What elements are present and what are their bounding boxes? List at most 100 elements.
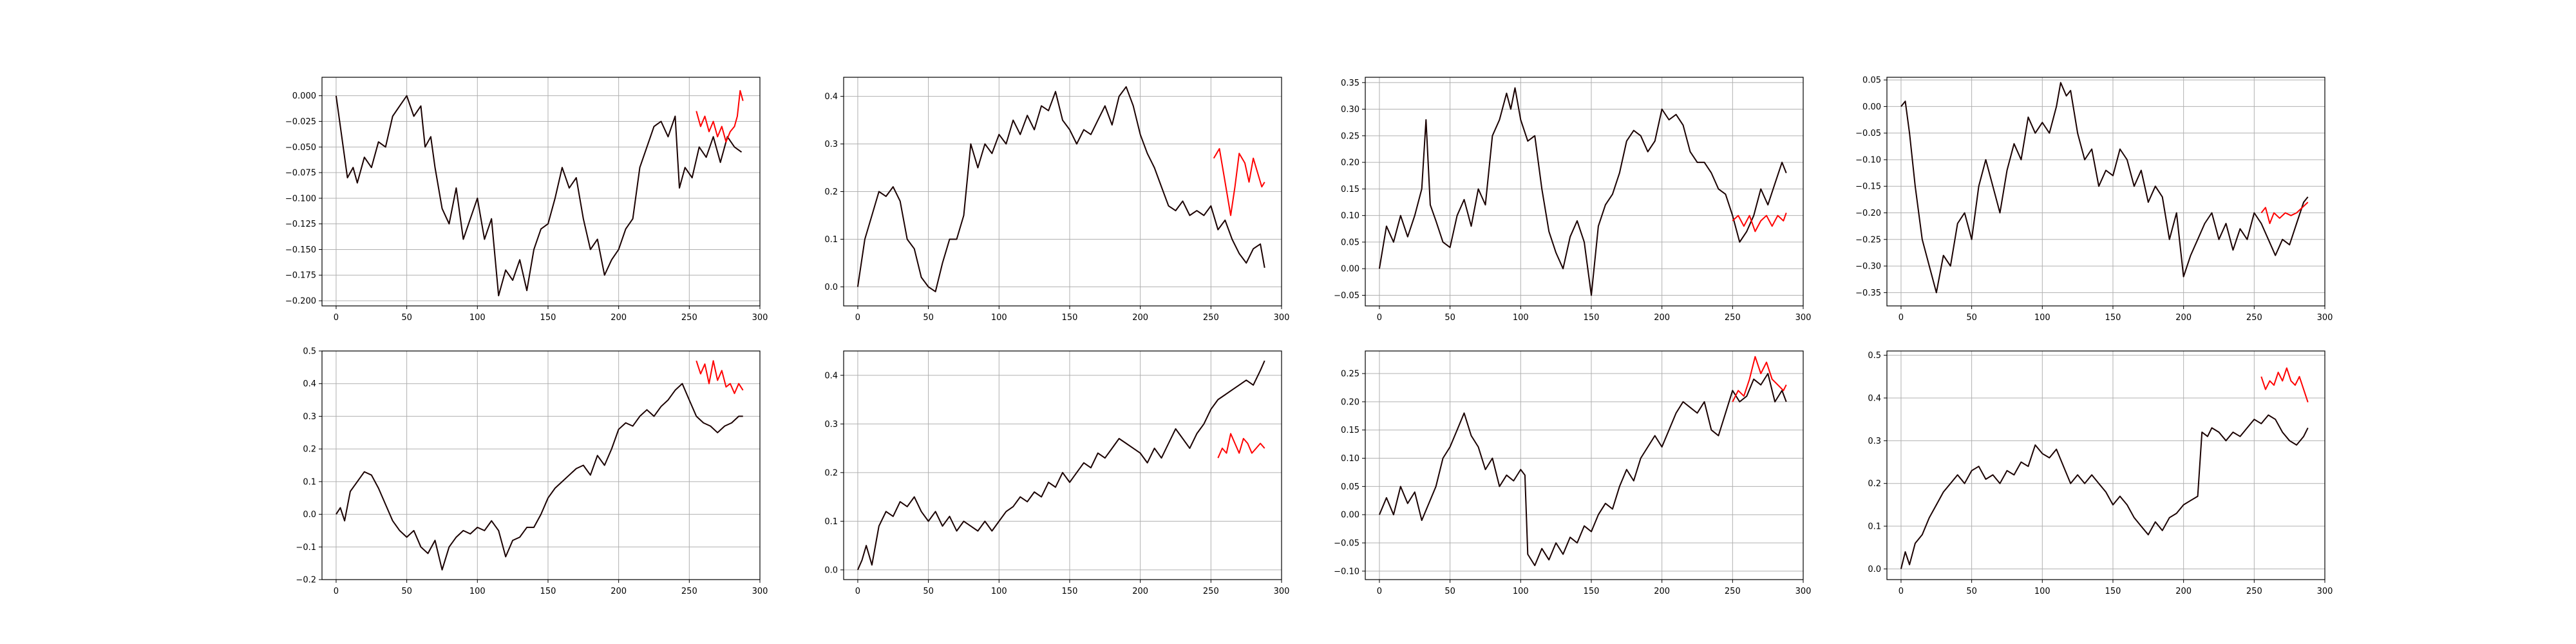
subplot-6: 0 50 100 150 200 250 300 0.0 0.1 0.2 0.3 0.4 bbox=[824, 350, 1290, 596]
x-tick-label: 250 bbox=[2246, 587, 2262, 596]
x-tick-label: 100 bbox=[469, 587, 486, 596]
y-tick-label: 0.4 bbox=[824, 371, 838, 381]
x-tick-label: 300 bbox=[1274, 587, 1290, 596]
subplot-8: 0 50 100 150 200 250 300 0.0 0.1 0.2 0.3 0.4 0.5 bbox=[1868, 350, 2333, 596]
series-line-actual bbox=[857, 86, 1265, 292]
y-tick-label: −0.05 bbox=[1334, 291, 1359, 301]
x-tick-label: 250 bbox=[2246, 313, 2262, 323]
y-tick-label: 0.05 bbox=[1341, 482, 1359, 492]
y-tick-label: 0.0 bbox=[303, 510, 316, 520]
x-tick-label: 250 bbox=[1203, 313, 1219, 323]
x-tick-label: 150 bbox=[540, 313, 556, 323]
series-line-predicted bbox=[1217, 433, 1265, 459]
x-tick-label: 0 bbox=[1377, 313, 1382, 323]
y-tick-label: 0.00 bbox=[1341, 265, 1359, 274]
y-tick-label: 0.3 bbox=[824, 140, 838, 149]
y-tick-label: −0.050 bbox=[285, 143, 316, 153]
series-line-actual bbox=[1900, 414, 2309, 569]
y-tick-label: 0.00 bbox=[1341, 511, 1359, 520]
x-tick-label: 300 bbox=[752, 587, 768, 596]
x-tick-label: 250 bbox=[1725, 313, 1741, 323]
axes-frame bbox=[843, 77, 1282, 307]
x-tick-label: 150 bbox=[1062, 587, 1078, 596]
y-tick-label: −0.30 bbox=[1855, 262, 1881, 272]
y-tick-label: 0.4 bbox=[303, 379, 316, 389]
x-tick-label: 100 bbox=[2034, 587, 2050, 596]
x-tick-label: 0 bbox=[1377, 587, 1382, 596]
x-tick-label: 100 bbox=[2034, 313, 2050, 323]
axes-frame bbox=[1886, 77, 2325, 307]
x-tick-label: 150 bbox=[2105, 587, 2121, 596]
y-tick-label: 0.2 bbox=[303, 445, 316, 455]
y-tick-label: 0.10 bbox=[1341, 454, 1359, 464]
subplot-1: 0 50 100 150 200 250 300 0.000 −0.025 −0.050 −0.07… bbox=[285, 77, 768, 323]
x-tick-label: 50 bbox=[923, 587, 934, 596]
x-tick-label: 50 bbox=[1444, 587, 1455, 596]
x-tick-label: 200 bbox=[1654, 313, 1670, 323]
x-tick-label: 0 bbox=[855, 313, 860, 323]
series-line-actual bbox=[1378, 373, 1787, 567]
y-tick-label: −0.100 bbox=[285, 194, 316, 204]
x-tick-label: 200 bbox=[611, 587, 627, 596]
y-tick-label: −0.175 bbox=[285, 271, 316, 281]
y-tick-label: 0.1 bbox=[824, 235, 838, 245]
x-tick-label: 300 bbox=[1795, 313, 1812, 323]
x-tick-label: 200 bbox=[1132, 313, 1148, 323]
subplot-4: 0 50 100 150 200 250 300 0.05 0.00 −0.05 −0.10 −0.1… bbox=[1855, 76, 2333, 323]
x-tick-label: 50 bbox=[1966, 313, 1977, 323]
axes-frame bbox=[321, 77, 761, 307]
x-tick-label: 150 bbox=[1584, 587, 1600, 596]
series-line-predicted bbox=[2260, 202, 2309, 224]
series-line-actual bbox=[857, 360, 1265, 571]
series-line-predicted bbox=[2260, 367, 2309, 402]
axes-frame bbox=[321, 350, 761, 580]
x-tick-label: 300 bbox=[1795, 587, 1812, 596]
y-tick-label: 0.20 bbox=[1341, 397, 1359, 407]
x-tick-label: 0 bbox=[855, 587, 860, 596]
series-line-predicted bbox=[696, 360, 744, 394]
series-line-predicted bbox=[1732, 355, 1787, 402]
y-tick-label: −0.05 bbox=[1334, 539, 1359, 549]
y-tick-label: −0.025 bbox=[285, 117, 316, 127]
x-tick-label: 250 bbox=[681, 313, 697, 323]
y-tick-label: 0.3 bbox=[824, 420, 838, 430]
subplot-7: 0 50 100 150 200 250 300 0.25 0.20 0.15 0.10 0.05 0.… bbox=[1334, 350, 1812, 596]
series-line-actual bbox=[336, 383, 743, 571]
series-line-predicted bbox=[1732, 213, 1787, 232]
y-tick-label: 0.30 bbox=[1341, 105, 1359, 115]
y-tick-label: −0.150 bbox=[285, 245, 316, 255]
x-tick-label: 200 bbox=[2175, 587, 2192, 596]
y-tick-label: 0.15 bbox=[1341, 426, 1359, 435]
y-tick-label: 0.1 bbox=[1868, 522, 1881, 532]
x-tick-label: 50 bbox=[1966, 587, 1977, 596]
series-line-actual bbox=[1900, 82, 2309, 294]
y-tick-label: −0.200 bbox=[285, 297, 316, 307]
x-tick-label: 200 bbox=[611, 313, 627, 323]
x-tick-label: 150 bbox=[540, 587, 556, 596]
x-tick-label: 50 bbox=[401, 313, 412, 323]
x-tick-label: 0 bbox=[334, 587, 339, 596]
series-line-predicted bbox=[1213, 147, 1265, 216]
y-tick-label: −0.35 bbox=[1855, 289, 1881, 298]
x-tick-label: 250 bbox=[1725, 587, 1741, 596]
series-line-actual bbox=[335, 95, 743, 297]
axes-frame bbox=[843, 350, 1282, 580]
x-tick-label: 50 bbox=[923, 313, 934, 323]
y-tick-label: 0.4 bbox=[824, 92, 838, 102]
y-tick-label: 0.1 bbox=[824, 517, 838, 527]
y-tick-label: 0.20 bbox=[1341, 158, 1359, 168]
y-tick-label: 0.2 bbox=[824, 468, 838, 478]
y-tick-label: 0.3 bbox=[303, 412, 316, 422]
y-tick-label: 0.35 bbox=[1341, 79, 1359, 88]
x-tick-label: 100 bbox=[469, 313, 486, 323]
axes-frame bbox=[1365, 350, 1804, 580]
y-tick-label: −0.2 bbox=[296, 576, 316, 585]
x-tick-label: 250 bbox=[1203, 587, 1219, 596]
subplot-3: 0 50 100 150 200 250 300 −0.05 0.00 0.05 0.10 0.15 0… bbox=[1334, 77, 1811, 323]
x-tick-label: 150 bbox=[2105, 313, 2121, 323]
x-tick-label: 0 bbox=[1899, 313, 1904, 323]
x-tick-label: 50 bbox=[401, 587, 412, 596]
y-tick-label: 0.00 bbox=[1862, 102, 1881, 112]
y-tick-label: 0.4 bbox=[1868, 393, 1881, 403]
